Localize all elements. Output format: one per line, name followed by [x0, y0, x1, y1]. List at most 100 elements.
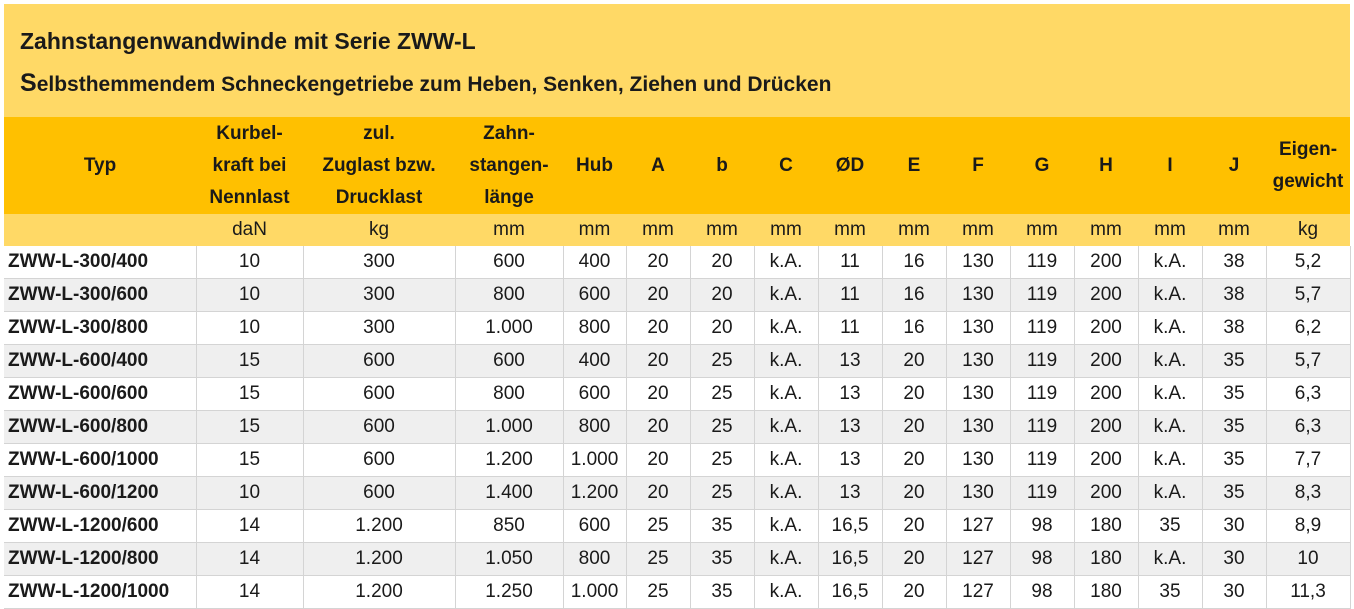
header-c: C — [754, 117, 818, 214]
value-cell: 600 — [303, 410, 456, 444]
value-cell: 98 — [1010, 542, 1075, 576]
value-cell: k.A. — [754, 509, 819, 543]
value-cell: 400 — [563, 246, 627, 279]
table-row: ZWW-L-300/600 10 300 800 600 20 20 k.A. 11 16 130 1… — [4, 278, 1351, 312]
value-cell: 1.200 — [303, 575, 456, 609]
value-cell: 20 — [626, 344, 691, 378]
value-cell: 600 — [563, 377, 627, 411]
value-cell: 20 — [882, 377, 947, 411]
unit-cell: mm — [754, 214, 818, 246]
value-cell: 35 — [1202, 377, 1267, 411]
subtitle-text: elbsthemmendem Schneckengetriebe zum Heb… — [36, 73, 832, 96]
value-cell: 119 — [1010, 377, 1075, 411]
value-cell: 1.400 — [455, 476, 564, 510]
value-cell: 130 — [946, 278, 1011, 312]
value-cell: 800 — [455, 278, 564, 312]
value-cell: 180 — [1074, 509, 1139, 543]
value-cell: 16 — [882, 311, 947, 345]
value-cell: 600 — [455, 246, 564, 279]
value-cell: 13 — [818, 443, 883, 477]
header-f: F — [946, 117, 1010, 214]
value-cell: k.A. — [1138, 278, 1203, 312]
value-cell: 10 — [1266, 542, 1351, 576]
value-cell: 13 — [818, 377, 883, 411]
typ-cell: ZWW-L-600/800 — [4, 410, 197, 444]
value-cell: k.A. — [754, 344, 819, 378]
value-cell: 16,5 — [818, 509, 883, 543]
value-cell: 20 — [882, 476, 947, 510]
value-cell: k.A. — [754, 575, 819, 609]
table-row: ZWW-L-1200/600 14 1.200 850 600 25 35 k.A. 16,5 2… — [4, 509, 1351, 543]
value-cell: 10 — [196, 246, 304, 279]
value-cell: k.A. — [1138, 246, 1203, 279]
value-cell: 800 — [563, 410, 627, 444]
table-row: ZWW-L-600/1200 10 600 1.400 1.200 20 25 k.A. 13 2… — [4, 476, 1351, 510]
table-row: ZWW-L-600/600 15 600 800 600 20 25 k.A. 13 20 130 1… — [4, 377, 1351, 411]
header-zahnstangenlaenge: Zahn- stangen- länge — [455, 117, 563, 214]
value-cell: 38 — [1202, 246, 1267, 279]
value-cell: k.A. — [754, 311, 819, 345]
unit-cell: mm — [1138, 214, 1202, 246]
unit-cell: mm — [818, 214, 882, 246]
value-cell: 38 — [1202, 311, 1267, 345]
value-cell: 130 — [946, 476, 1011, 510]
typ-cell: ZWW-L-300/400 — [4, 246, 197, 279]
value-cell: 1.000 — [563, 575, 627, 609]
value-cell: 1.200 — [455, 443, 564, 477]
value-cell: 1.000 — [455, 311, 564, 345]
value-cell: 20 — [690, 278, 755, 312]
value-cell: k.A. — [1138, 443, 1203, 477]
header-eigengewicht: Eigen- gewicht — [1266, 117, 1350, 214]
value-cell: 25 — [690, 344, 755, 378]
value-cell: 10 — [196, 311, 304, 345]
value-cell: 600 — [563, 278, 627, 312]
value-cell: k.A. — [1138, 311, 1203, 345]
typ-cell: ZWW-L-600/400 — [4, 344, 197, 378]
value-cell: 30 — [1202, 509, 1267, 543]
table-row: ZWW-L-600/800 15 600 1.000 800 20 25 k.A. 13 20 13… — [4, 410, 1351, 444]
value-cell: 1.200 — [303, 542, 456, 576]
value-cell: 300 — [303, 278, 456, 312]
value-cell: 25 — [690, 443, 755, 477]
value-cell: 5,7 — [1266, 278, 1351, 312]
value-cell: k.A. — [1138, 542, 1203, 576]
unit-cell: mm — [563, 214, 626, 246]
typ-cell: ZWW-L-1200/1000 — [4, 575, 197, 609]
value-cell: 16,5 — [818, 542, 883, 576]
value-cell: 130 — [946, 246, 1011, 279]
value-cell: 119 — [1010, 476, 1075, 510]
value-cell: k.A. — [1138, 410, 1203, 444]
value-cell: k.A. — [754, 278, 819, 312]
header-hub: Hub — [563, 117, 626, 214]
spec-table: Typ Kurbel- kraft bei Nennlast zul. Zugl… — [4, 117, 1351, 609]
header-b: b — [690, 117, 754, 214]
value-cell: 1.050 — [455, 542, 564, 576]
value-cell: 200 — [1074, 311, 1139, 345]
value-cell: 20 — [626, 410, 691, 444]
typ-cell: ZWW-L-1200/600 — [4, 509, 197, 543]
table-row: ZWW-L-1200/800 14 1.200 1.050 800 25 35 k.A. 16,… — [4, 542, 1351, 576]
value-cell: 119 — [1010, 278, 1075, 312]
value-cell: k.A. — [754, 246, 819, 279]
unit-cell: kg — [1266, 214, 1350, 246]
typ-cell: ZWW-L-1200/800 — [4, 542, 197, 576]
value-cell: 25 — [626, 542, 691, 576]
value-cell: 35 — [690, 542, 755, 576]
value-cell: 1.000 — [455, 410, 564, 444]
value-cell: 600 — [303, 344, 456, 378]
value-cell: 20 — [882, 575, 947, 609]
value-cell: 8,3 — [1266, 476, 1351, 510]
value-cell: 850 — [455, 509, 564, 543]
value-cell: 180 — [1074, 542, 1139, 576]
value-cell: 15 — [196, 377, 304, 411]
header-kurbelkraft: Kurbel- kraft bei Nennlast — [196, 117, 303, 214]
value-cell: 800 — [563, 542, 627, 576]
title-block: Zahnstangenwandwinde mit Serie ZWW-L Sel… — [4, 4, 1350, 117]
unit-cell: daN — [196, 214, 303, 246]
header-e: E — [882, 117, 946, 214]
value-cell: 20 — [882, 542, 947, 576]
value-cell: 35 — [690, 509, 755, 543]
unit-cell: mm — [690, 214, 754, 246]
header-g: G — [1010, 117, 1074, 214]
